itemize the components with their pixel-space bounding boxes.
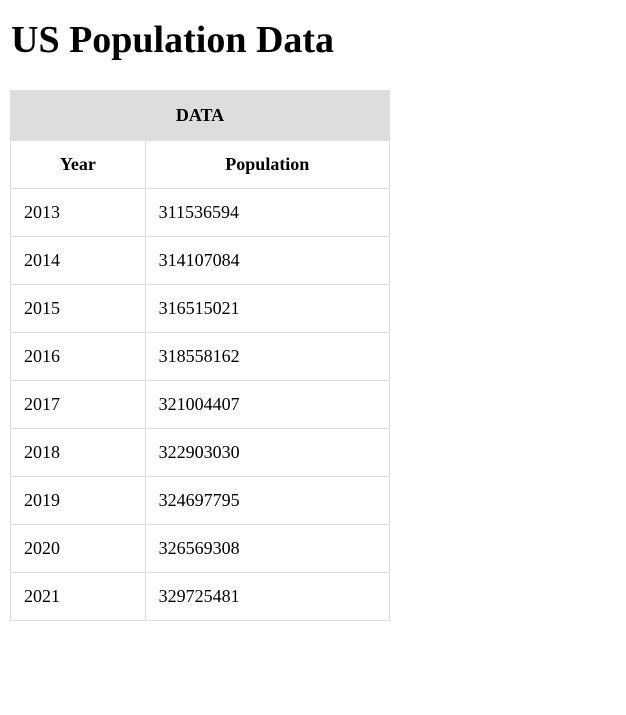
population-cell: 311536594 [144,188,391,237]
year-cell: 2019 [10,476,146,525]
year-cell: 2014 [10,236,146,285]
table-row: 2013 311536594 [10,188,391,237]
population-cell: 322903030 [144,428,391,477]
year-cell: 2017 [10,380,146,429]
table-row: 2014 314107084 [10,236,391,285]
table-caption: DATA [10,90,390,141]
table-row: 2018 322903030 [10,428,391,477]
table-caption-row: DATA [10,90,390,141]
table-row: 2020 326569308 [10,524,391,573]
page-title: US Population Data [11,19,335,61]
population-cell: 326569308 [144,524,391,573]
table-row: 2015 316515021 [10,284,391,333]
year-cell: 2013 [10,188,146,237]
table-row: 2019 324697795 [10,476,391,525]
table-row: 2016 318558162 [10,332,391,381]
table-row: 2017 321004407 [10,380,391,429]
year-cell: 2020 [10,524,146,573]
column-header-year: Year [10,140,146,189]
population-cell: 324697795 [144,476,391,525]
year-cell: 2021 [10,572,146,621]
population-cell: 316515021 [144,284,391,333]
column-header-population: Population [144,140,391,189]
population-cell: 314107084 [144,236,391,285]
population-cell: 329725481 [144,572,391,621]
table-header-row: Year Population [10,140,391,189]
table-row: 2021 329725481 [10,572,391,621]
year-cell: 2016 [10,332,146,381]
population-cell: 321004407 [144,380,391,429]
year-cell: 2015 [10,284,146,333]
population-table: DATA Year Population 2013 311536594 2014… [10,90,391,621]
population-cell: 318558162 [144,332,391,381]
year-cell: 2018 [10,428,146,477]
